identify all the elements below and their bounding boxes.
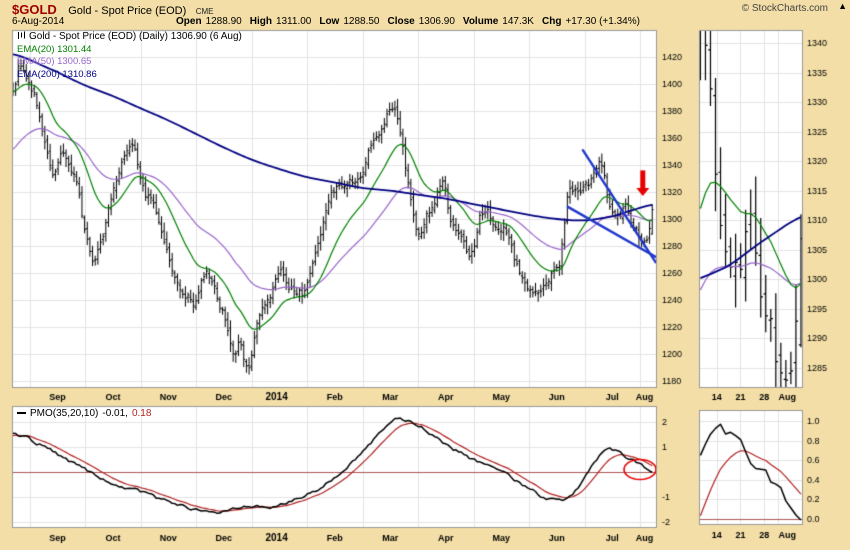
chg-value: +17.30 (+1.34%) [565, 16, 640, 27]
chart-title: Gold - Spot Price (EOD) [68, 5, 187, 17]
header-row-1: $GOLD Gold - Spot Price (EOD) CME © Stoc… [12, 1, 850, 17]
exchange-label: CME [195, 7, 214, 16]
open-value: 1288.90 [205, 16, 242, 27]
pmo-legend: PMO(35,20,10) -0.01, 0.18 [17, 408, 151, 419]
open-label: Open [176, 16, 202, 27]
chg-label: Chg [541, 16, 562, 27]
legend-title-row: Gold - Spot Price (EOD) (Daily) 1306.90 … [17, 31, 242, 44]
close-label: Close [387, 16, 415, 27]
volume-label: Volume [462, 16, 499, 27]
copyright-label: © StockCharts.com [741, 3, 828, 14]
low-label: Low [319, 16, 340, 27]
ema50-legend: EMA(50) 1300.65 [17, 56, 92, 67]
close-value: 1306.90 [418, 16, 455, 27]
main-legend-title: Gold - Spot Price (EOD) (Daily) 1306.90 … [29, 31, 242, 42]
high-label: High [249, 16, 272, 27]
pmo-signal-value: 0.18 [131, 408, 152, 419]
date-label: 6-Aug-2014 [12, 16, 65, 27]
up-arrow-icon: ▲ [838, 1, 847, 11]
symbol-label: $GOLD [12, 2, 57, 17]
pmo-line-icon [17, 412, 26, 415]
high-value: 1311.00 [275, 16, 312, 27]
pmo-value: -0.01, [102, 408, 128, 419]
pmo-label: PMO(35,20,10) [30, 408, 99, 419]
ema200-legend: EMA(200) 1310.86 [17, 68, 97, 80]
main-chart-legend: Gold - Spot Price (EOD) (Daily) 1306.90 … [17, 31, 242, 81]
low-value: 1288.50 [343, 16, 380, 27]
quote-row: 6-Aug-2014 Open 1288.90 High 1311.00 Low 1288.… [12, 16, 640, 27]
volume-value: 147.3K [502, 16, 534, 27]
chart-type-icon [18, 31, 25, 39]
ema20-legend: EMA(20) 1301.44 [17, 43, 92, 55]
